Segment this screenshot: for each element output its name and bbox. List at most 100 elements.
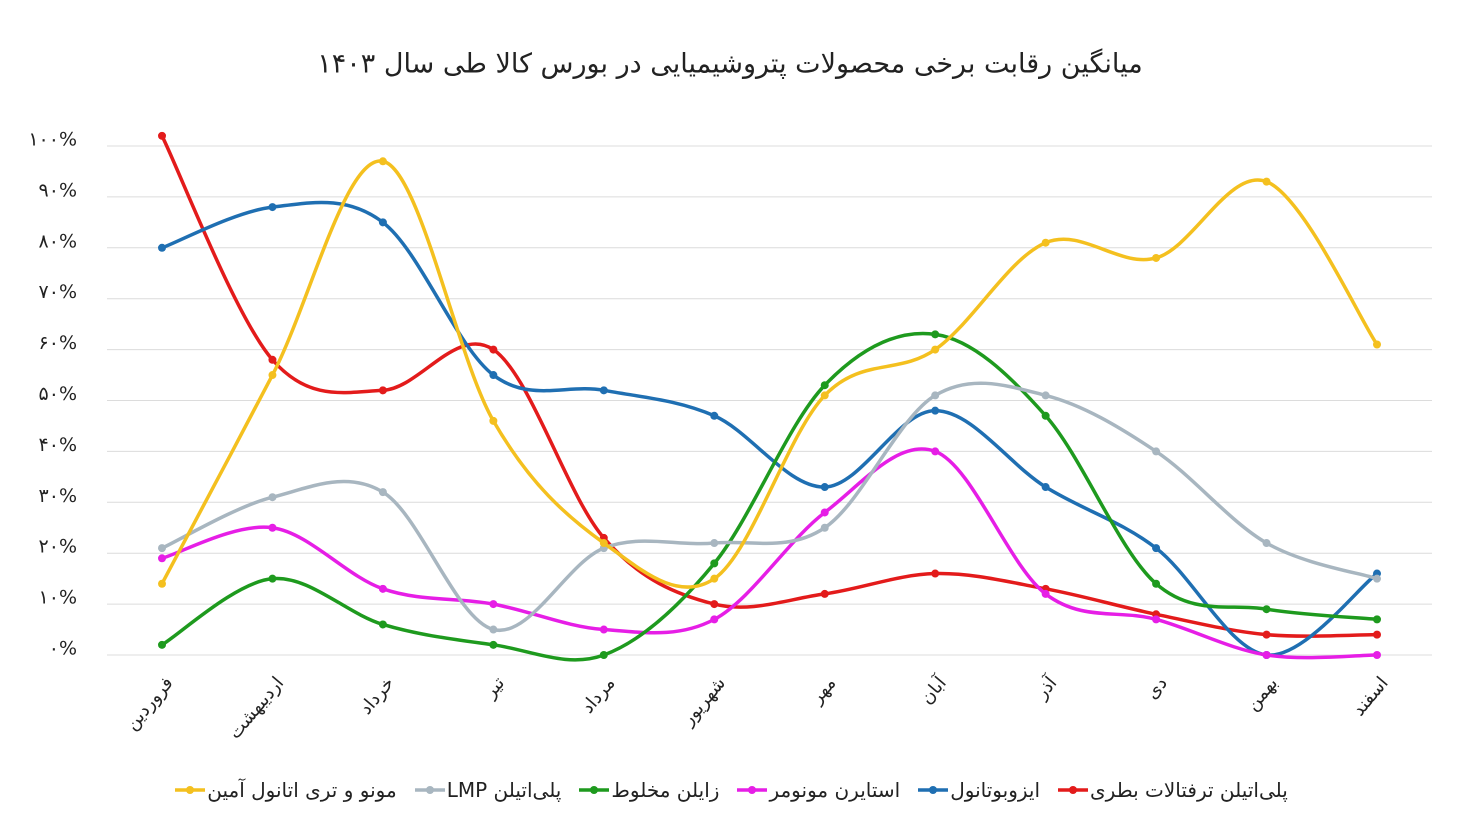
data-point [378, 488, 387, 497]
y-tick-label: ۹۰% [39, 179, 77, 201]
x-tick-label: فروردین [121, 673, 177, 734]
data-point [158, 131, 166, 140]
series-line [160, 135, 1378, 638]
legend-marker [737, 786, 768, 794]
legend: پلی‌اتیلن ترفتالات بطری ایزوبوتانول استایر… [0, 772, 1463, 808]
data-point [489, 371, 498, 380]
legend-dot [1069, 786, 1078, 794]
data-point [931, 447, 940, 456]
x-tick-label: شهریور [677, 673, 730, 730]
data-point [820, 381, 829, 390]
data-point [1373, 651, 1381, 659]
data-point [1262, 605, 1271, 614]
data-point [1041, 589, 1050, 598]
data-point [1152, 447, 1161, 456]
data-point [1262, 630, 1271, 639]
x-tick-label: دی [1141, 673, 1171, 703]
y-tick-label: ۶۰% [39, 332, 77, 354]
y-tick-label: ۷۰% [39, 281, 77, 303]
legend-label: پلی‌اتیلن LMP [446, 778, 562, 802]
data-point [378, 584, 387, 593]
data-point [820, 391, 829, 400]
data-point [710, 600, 719, 609]
y-tick-label: ۰% [49, 638, 77, 660]
data-point [378, 386, 387, 395]
legend-dot [929, 786, 938, 794]
data-point [931, 330, 940, 339]
chart-title: میانگین رقابت برخی محصولات پتروشیمیایی د… [317, 48, 1143, 80]
legend-label: مونو و تری اتانول آمین [207, 778, 397, 802]
data-point [1373, 615, 1381, 624]
y-tick-label: ۸۰% [39, 230, 77, 252]
legend-item: ایزوبوتانول [918, 778, 1040, 802]
legend-marker [175, 786, 206, 794]
data-point [1152, 615, 1161, 624]
data-point [158, 544, 166, 553]
data-point [599, 386, 608, 395]
legend-marker [918, 786, 949, 794]
legend-item: استایرن مونومر [737, 778, 900, 802]
x-tick-label: آبان [915, 671, 952, 709]
data-point [489, 416, 498, 425]
series-line [161, 200, 1379, 657]
data-point [599, 625, 608, 634]
x-tick-label: بهمن [1242, 673, 1282, 715]
y-tick-label: ۵۰% [39, 383, 77, 405]
x-tick-label: آذر [1029, 671, 1062, 704]
legend-dot [748, 786, 757, 794]
legend-marker [579, 786, 610, 794]
x-tick-label: خرداد [355, 673, 398, 719]
data-point [599, 651, 608, 659]
legend-dot [425, 786, 434, 794]
data-point [1262, 651, 1271, 659]
data-point [268, 203, 277, 212]
legend-label: ایزوبوتانول [950, 778, 1041, 802]
data-point [158, 554, 166, 563]
data-point [489, 625, 498, 634]
data-point [931, 345, 940, 354]
data-point [378, 218, 387, 227]
x-tick-label: مرداد [577, 673, 619, 718]
x-tick-label: مهر [806, 673, 841, 709]
data-point [268, 493, 277, 502]
data-point [1373, 340, 1381, 349]
legend-marker [1058, 786, 1089, 794]
y-tick-label: ۳۰% [39, 485, 77, 507]
data-point [1041, 483, 1050, 492]
y-tick-label: ۴۰% [39, 434, 77, 456]
data-point [1041, 411, 1050, 420]
legend-label: پلی‌اتیلن ترفتالات بطری [1090, 778, 1288, 802]
data-point [489, 640, 498, 649]
data-point [1373, 630, 1381, 639]
data-point [1041, 391, 1050, 400]
data-point [820, 589, 829, 598]
data-point [268, 371, 277, 380]
data-point [158, 243, 166, 252]
data-point [158, 640, 166, 649]
data-point [268, 574, 277, 583]
y-tick-label: ۲۰% [39, 536, 77, 558]
data-point [1041, 238, 1050, 247]
data-point [710, 539, 719, 548]
data-point [820, 483, 829, 492]
data-point [710, 411, 719, 420]
data-point [931, 406, 940, 415]
data-point [378, 157, 387, 166]
data-point [820, 508, 829, 517]
legend-dot [186, 786, 195, 794]
legend-item: پلی‌اتیلن ترفتالات بطری [1058, 778, 1288, 802]
series-line [161, 381, 1378, 632]
legend-label: زایلن مخلوط [611, 778, 720, 802]
x-tick-label: اسفند [1348, 673, 1392, 720]
data-point [599, 539, 608, 548]
data-point [1152, 544, 1161, 553]
x-tick-label: تیر [479, 673, 509, 703]
legend-item: پلی‌اتیلن LMP [414, 778, 562, 802]
series-line [160, 159, 1379, 589]
data-point [710, 615, 719, 624]
y-tick-label: ۱۰۰% [28, 129, 77, 151]
data-point [378, 620, 387, 629]
legend-item: مونو و تری اتانول آمین [175, 778, 397, 802]
data-point [1152, 579, 1161, 588]
